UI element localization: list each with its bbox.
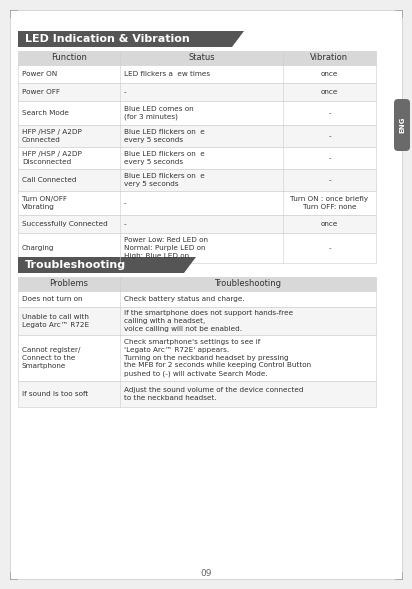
- FancyBboxPatch shape: [18, 233, 376, 263]
- Text: Status: Status: [188, 54, 215, 62]
- Text: Unable to call with
Legato Arc™ R72E: Unable to call with Legato Arc™ R72E: [22, 314, 89, 328]
- Text: Turn ON : once briefly
Turn OFF: none: Turn ON : once briefly Turn OFF: none: [290, 196, 368, 210]
- Text: -: -: [328, 110, 331, 116]
- Polygon shape: [18, 257, 196, 273]
- Text: -: -: [124, 200, 126, 206]
- Text: ENG: ENG: [399, 117, 405, 133]
- FancyBboxPatch shape: [18, 277, 376, 291]
- Text: Troubleshooting: Troubleshooting: [215, 280, 281, 289]
- Text: LED Indication & Vibration: LED Indication & Vibration: [25, 34, 190, 44]
- Text: Check smartphone's settings to see if
'Legato Arc™ R72E' appears.
Turning on the: Check smartphone's settings to see if 'L…: [124, 339, 311, 377]
- Text: Call Connected: Call Connected: [22, 177, 77, 183]
- Text: Charging: Charging: [22, 245, 54, 251]
- Text: once: once: [321, 71, 338, 77]
- Text: once: once: [321, 221, 338, 227]
- Text: -: -: [328, 245, 331, 251]
- Text: Power ON: Power ON: [22, 71, 57, 77]
- Text: Blue LED flickers on  e
every 5 seconds: Blue LED flickers on e every 5 seconds: [124, 129, 205, 143]
- Text: Search Mode: Search Mode: [22, 110, 69, 116]
- Text: Power Low: Red LED on
Normal: Purple LED on
High: Blue LED on: Power Low: Red LED on Normal: Purple LED…: [124, 237, 208, 259]
- Text: Problems: Problems: [49, 280, 89, 289]
- Text: -: -: [124, 89, 126, 95]
- Text: 09: 09: [200, 568, 212, 577]
- FancyBboxPatch shape: [18, 101, 376, 125]
- Text: Vibration: Vibration: [310, 54, 349, 62]
- Text: -: -: [124, 221, 126, 227]
- FancyBboxPatch shape: [18, 83, 376, 101]
- Polygon shape: [18, 31, 244, 47]
- Text: Blue LED comes on
(for 3 minutes): Blue LED comes on (for 3 minutes): [124, 106, 194, 120]
- Text: Blue LED flickers on  e
every 5 seconds: Blue LED flickers on e every 5 seconds: [124, 151, 205, 165]
- FancyBboxPatch shape: [18, 65, 376, 83]
- Text: If sound is too soft: If sound is too soft: [22, 391, 88, 397]
- Text: Function: Function: [51, 54, 87, 62]
- Text: Does not turn on: Does not turn on: [22, 296, 82, 302]
- Text: Turn ON/OFF
Vibrating: Turn ON/OFF Vibrating: [22, 196, 67, 210]
- Text: Power OFF: Power OFF: [22, 89, 60, 95]
- Text: HFP /HSP / A2DP
Disconnected: HFP /HSP / A2DP Disconnected: [22, 151, 82, 165]
- Text: If the smartphone does not support hands-free
calling with a headset,
voice call: If the smartphone does not support hands…: [124, 310, 293, 332]
- Text: -: -: [328, 133, 331, 139]
- Text: Troubleshooting: Troubleshooting: [25, 260, 126, 270]
- Text: Cannot register/
Connect to the
Smartphone: Cannot register/ Connect to the Smartpho…: [22, 348, 80, 369]
- Text: -: -: [328, 155, 331, 161]
- FancyBboxPatch shape: [18, 191, 376, 215]
- FancyBboxPatch shape: [18, 291, 376, 307]
- Text: once: once: [321, 89, 338, 95]
- Text: Adjust the sound volume of the device connected
to the neckband headset.: Adjust the sound volume of the device co…: [124, 387, 304, 401]
- FancyBboxPatch shape: [18, 335, 376, 381]
- Text: LED flickers a  ew times: LED flickers a ew times: [124, 71, 210, 77]
- FancyBboxPatch shape: [18, 51, 376, 65]
- FancyBboxPatch shape: [18, 147, 376, 169]
- Text: HFP /HSP / A2DP
Connected: HFP /HSP / A2DP Connected: [22, 129, 82, 143]
- FancyBboxPatch shape: [18, 169, 376, 191]
- FancyBboxPatch shape: [18, 307, 376, 335]
- Text: Blue LED flickers on  e
very 5 seconds: Blue LED flickers on e very 5 seconds: [124, 173, 205, 187]
- Text: -: -: [328, 177, 331, 183]
- Text: Check battery status and charge.: Check battery status and charge.: [124, 296, 245, 302]
- FancyBboxPatch shape: [10, 10, 402, 579]
- FancyBboxPatch shape: [18, 381, 376, 407]
- FancyBboxPatch shape: [18, 215, 376, 233]
- Text: Successfully Connected: Successfully Connected: [22, 221, 108, 227]
- FancyBboxPatch shape: [18, 125, 376, 147]
- FancyBboxPatch shape: [394, 99, 410, 151]
